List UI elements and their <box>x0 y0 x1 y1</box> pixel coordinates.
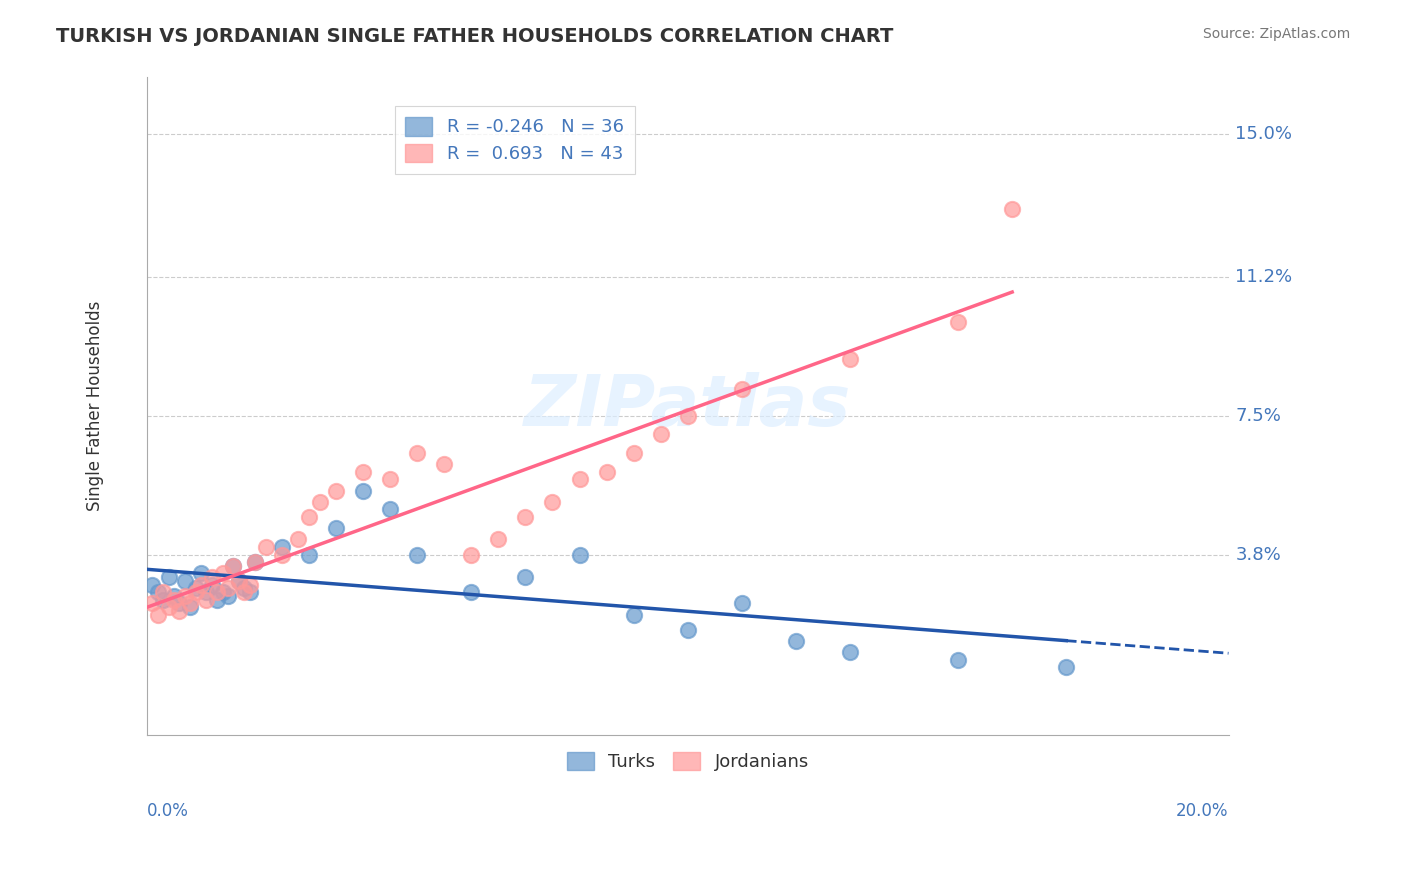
Point <box>325 521 347 535</box>
Point <box>217 582 239 596</box>
Point <box>380 502 402 516</box>
Point <box>211 585 233 599</box>
Point <box>195 585 218 599</box>
Point <box>157 600 180 615</box>
Point <box>623 446 645 460</box>
Point <box>839 352 862 367</box>
Point <box>946 653 969 667</box>
Point <box>352 465 374 479</box>
Point <box>309 495 332 509</box>
Point <box>190 566 212 581</box>
Text: TURKISH VS JORDANIAN SINGLE FATHER HOUSEHOLDS CORRELATION CHART: TURKISH VS JORDANIAN SINGLE FATHER HOUSE… <box>56 27 894 45</box>
Point <box>731 382 754 396</box>
Point <box>228 574 250 588</box>
Point <box>195 592 218 607</box>
Text: 7.5%: 7.5% <box>1236 407 1281 425</box>
Point <box>406 446 429 460</box>
Point <box>190 577 212 591</box>
Point <box>146 585 169 599</box>
Point <box>433 458 456 472</box>
Text: 0.0%: 0.0% <box>146 803 188 821</box>
Point <box>406 548 429 562</box>
Point <box>141 596 163 610</box>
Point <box>946 315 969 329</box>
Point <box>271 540 294 554</box>
Point <box>785 634 807 648</box>
Point <box>298 510 321 524</box>
Point <box>650 427 672 442</box>
Point <box>211 566 233 581</box>
Point <box>157 570 180 584</box>
Point <box>1054 660 1077 674</box>
Point <box>184 582 207 596</box>
Text: Source: ZipAtlas.com: Source: ZipAtlas.com <box>1202 27 1350 41</box>
Text: 20.0%: 20.0% <box>1175 803 1229 821</box>
Point <box>141 577 163 591</box>
Point <box>233 585 256 599</box>
Point <box>676 623 699 637</box>
Point <box>325 483 347 498</box>
Point <box>228 574 250 588</box>
Point <box>169 604 191 618</box>
Text: 11.2%: 11.2% <box>1236 268 1292 285</box>
Point <box>287 533 309 547</box>
Point <box>515 570 537 584</box>
Point <box>568 548 591 562</box>
Point <box>201 577 224 591</box>
Point <box>243 555 266 569</box>
Point <box>731 596 754 610</box>
Point <box>184 585 207 599</box>
Text: 3.8%: 3.8% <box>1236 546 1281 564</box>
Point <box>1001 202 1024 216</box>
Point <box>163 589 186 603</box>
Point <box>152 585 174 599</box>
Point <box>839 645 862 659</box>
Point <box>460 548 482 562</box>
Point <box>205 592 228 607</box>
Point <box>623 607 645 622</box>
Point <box>152 592 174 607</box>
Point <box>541 495 564 509</box>
Point <box>173 589 195 603</box>
Point <box>222 558 245 573</box>
Point <box>380 472 402 486</box>
Point <box>146 607 169 622</box>
Point <box>298 548 321 562</box>
Point <box>239 585 262 599</box>
Point <box>568 472 591 486</box>
Text: Single Father Households: Single Father Households <box>86 301 104 511</box>
Point <box>460 585 482 599</box>
Text: 15.0%: 15.0% <box>1236 125 1292 143</box>
Point <box>515 510 537 524</box>
Point <box>173 574 195 588</box>
Point <box>169 596 191 610</box>
Point <box>352 483 374 498</box>
Point <box>205 585 228 599</box>
Point <box>201 570 224 584</box>
Point <box>179 596 201 610</box>
Point <box>179 600 201 615</box>
Point <box>222 558 245 573</box>
Point <box>676 409 699 423</box>
Point <box>243 555 266 569</box>
Legend: Turks, Jordanians: Turks, Jordanians <box>560 745 815 779</box>
Point <box>254 540 277 554</box>
Point <box>163 592 186 607</box>
Point <box>486 533 509 547</box>
Point <box>239 577 262 591</box>
Point <box>217 589 239 603</box>
Point <box>233 582 256 596</box>
Point <box>595 465 617 479</box>
Text: ZIPatlas: ZIPatlas <box>524 372 852 441</box>
Point <box>271 548 294 562</box>
